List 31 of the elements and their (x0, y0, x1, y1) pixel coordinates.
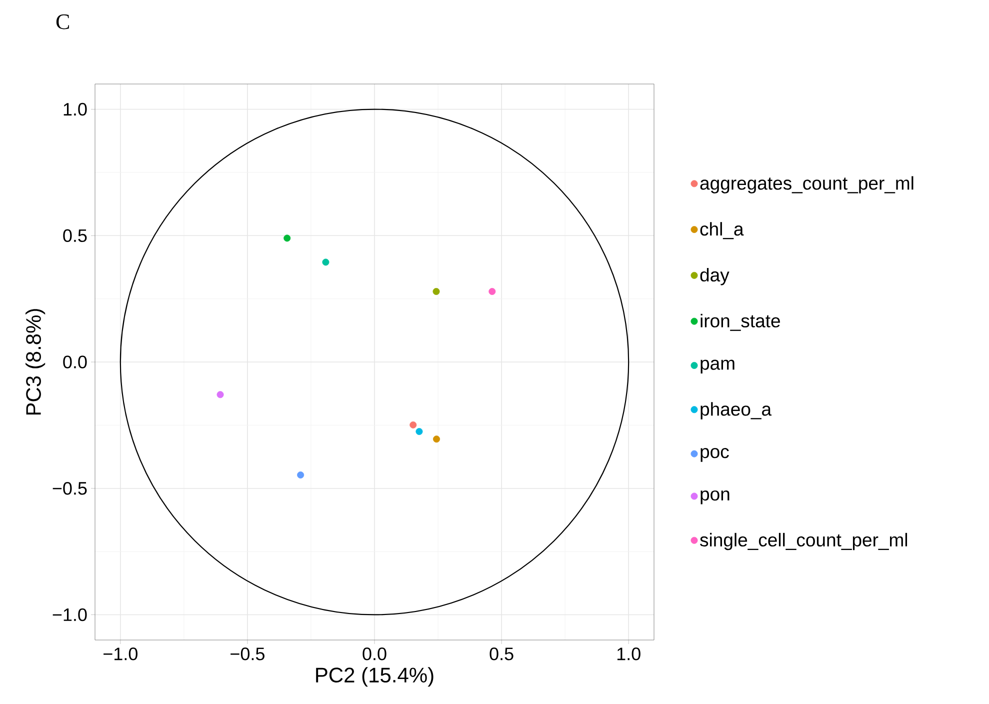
y-tick-label: −0.5 (52, 482, 87, 495)
point (410, 421, 417, 428)
legend-label: aggregates_count_per_ml (700, 176, 914, 194)
x-tick-label: −1.0 (104, 648, 138, 660)
x-tick-label: 0.0 (362, 648, 386, 660)
y-tick-label: 0.5 (63, 229, 87, 242)
point (432, 288, 440, 295)
y-tick-label: 0.0 (63, 356, 87, 368)
legend-label: chl_a (700, 222, 744, 240)
point (433, 436, 440, 443)
legend-label: phaeo_a (700, 402, 772, 420)
point (216, 391, 224, 398)
y-tick-label: −1.0 (52, 608, 87, 622)
legend-label: pam (700, 360, 734, 374)
x-axis-title: PC2 (15.4%) (316, 667, 434, 687)
legend-label: day (700, 268, 730, 286)
x-tick-label: −0.5 (230, 648, 264, 660)
legend-label: single_cell_count_per_ml (700, 532, 908, 550)
point (297, 471, 304, 478)
y-axis-title: PC3 (8.8%) (26, 309, 46, 415)
legend-label: poc (700, 448, 729, 462)
point (488, 288, 496, 295)
x-tick-label: 1.0 (617, 648, 640, 660)
legend-label: pon (700, 490, 730, 504)
point (322, 258, 330, 266)
chart-title: C (56, 14, 69, 30)
x-tick-label: 0.5 (490, 648, 514, 660)
point (416, 428, 423, 435)
point (284, 234, 291, 242)
legend-label: iron_state (700, 314, 780, 331)
y-tick-label: 1.0 (64, 102, 87, 116)
